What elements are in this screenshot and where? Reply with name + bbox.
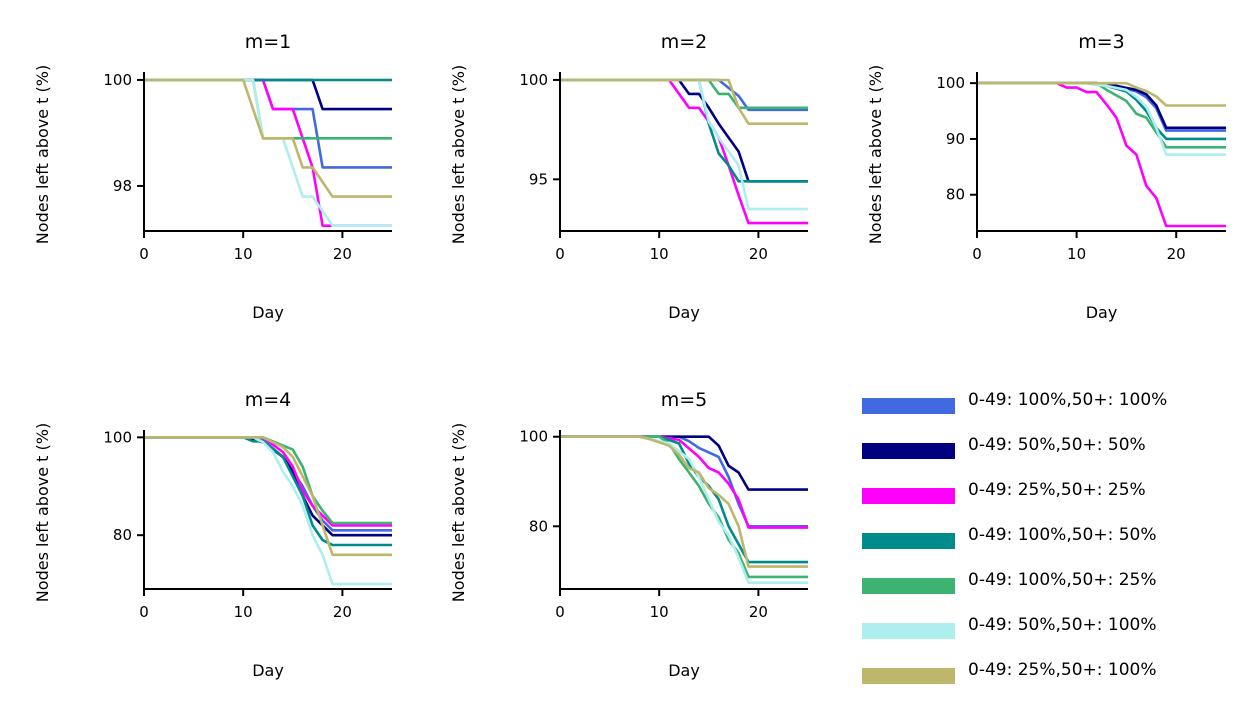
y-axis-label: Nodes left above t (%) bbox=[449, 65, 468, 244]
y-axis-label: Nodes left above t (%) bbox=[449, 423, 468, 602]
x-tick-label: 20 bbox=[333, 245, 352, 263]
series-line-5 bbox=[144, 435, 392, 525]
series-line-6 bbox=[144, 435, 392, 586]
series-line-6 bbox=[560, 78, 808, 211]
x-tick-label: 20 bbox=[333, 603, 352, 621]
x-tick-label: 20 bbox=[1167, 245, 1186, 263]
panel-m2: m=2 0 10 20 95 100 Day Nodes left above t (%) bbox=[449, 31, 808, 322]
x-axis-label: Day bbox=[1086, 303, 1118, 322]
series-line-3 bbox=[560, 435, 808, 529]
panel-title: m=2 bbox=[661, 31, 708, 53]
legend-item: 0-49: 25%,50+: 25% bbox=[862, 480, 1146, 504]
y-axis-label: Nodes left above t (%) bbox=[33, 65, 52, 244]
series-line-3 bbox=[560, 78, 808, 225]
series-line-1 bbox=[560, 78, 808, 112]
legend-label: 0-49: 25%,50+: 100% bbox=[968, 660, 1157, 680]
y-tick-label: 80 bbox=[529, 517, 548, 535]
panel-m4: m=4 0 10 20 80 100 Day Nodes left above t (%) bbox=[33, 389, 392, 680]
legend-item: 0-49: 50%,50+: 100% bbox=[862, 615, 1157, 639]
series-line-3 bbox=[144, 78, 392, 227]
panel-m5: m=5 0 10 20 80 100 Day Nodes left above t (%) bbox=[449, 389, 808, 680]
x-axis-label: Day bbox=[668, 661, 700, 680]
panel-m1: m=1 0 10 20 98 100 Day Nodes left above t (%) bbox=[33, 31, 392, 322]
panel-title: m=5 bbox=[661, 389, 708, 411]
panel-title: m=3 bbox=[1078, 31, 1125, 53]
legend-item: 0-49: 50%,50+: 50% bbox=[862, 435, 1146, 459]
x-tick-label: 10 bbox=[234, 603, 253, 621]
y-tick-label: 80 bbox=[113, 526, 132, 544]
series-line-2 bbox=[144, 435, 392, 537]
x-tick-label: 20 bbox=[749, 603, 768, 621]
legend-label: 0-49: 100%,50+: 100% bbox=[968, 390, 1167, 410]
y-tick-label: 90 bbox=[946, 130, 965, 148]
y-tick-label: 98 bbox=[113, 177, 132, 195]
legend-item: 0-49: 25%,50+: 100% bbox=[862, 660, 1157, 684]
series-line-4 bbox=[560, 78, 808, 183]
y-tick-label: 100 bbox=[519, 71, 548, 89]
legend: 0-49: 100%,50+: 100% 0-49: 50%,50+: 50% 0-… bbox=[862, 390, 1167, 684]
legend-label: 0-49: 50%,50+: 50% bbox=[968, 435, 1146, 455]
series-line-1 bbox=[977, 81, 1226, 132]
series-line-1 bbox=[560, 435, 808, 528]
x-tick-label: 0 bbox=[139, 245, 149, 263]
y-tick-label: 100 bbox=[519, 428, 548, 446]
x-tick-label: 10 bbox=[650, 603, 669, 621]
series-line-1 bbox=[144, 435, 392, 532]
x-axis-label: Day bbox=[252, 661, 284, 680]
x-axis-label: Day bbox=[668, 303, 700, 322]
x-tick-label: 20 bbox=[749, 245, 768, 263]
series-line-5 bbox=[560, 435, 808, 579]
series-line-2 bbox=[560, 78, 808, 183]
series-line-4 bbox=[144, 435, 392, 547]
series-line-5 bbox=[560, 78, 808, 110]
series-line-7 bbox=[977, 81, 1226, 107]
y-axis-label: Nodes left above t (%) bbox=[33, 423, 52, 602]
legend-label: 0-49: 100%,50+: 25% bbox=[968, 570, 1157, 590]
series-line-3 bbox=[144, 435, 392, 527]
legend-label: 0-49: 25%,50+: 25% bbox=[968, 480, 1146, 500]
y-axis-label: Nodes left above t (%) bbox=[866, 65, 885, 244]
legend-label: 0-49: 50%,50+: 100% bbox=[968, 615, 1157, 635]
panel-title: m=1 bbox=[245, 31, 292, 53]
x-tick-label: 0 bbox=[555, 245, 565, 263]
y-tick-label: 95 bbox=[529, 170, 548, 188]
x-tick-label: 0 bbox=[972, 245, 982, 263]
series-line-2 bbox=[560, 435, 808, 491]
y-tick-label: 80 bbox=[946, 186, 965, 204]
x-tick-label: 10 bbox=[1067, 245, 1086, 263]
x-tick-label: 0 bbox=[555, 603, 565, 621]
y-tick-label: 100 bbox=[103, 71, 132, 89]
legend-item: 0-49: 100%,50+: 25% bbox=[862, 570, 1157, 594]
legend-item: 0-49: 100%,50+: 50% bbox=[862, 525, 1157, 549]
panel-title: m=4 bbox=[245, 389, 292, 411]
y-tick-label: 100 bbox=[936, 74, 965, 92]
x-tick-label: 10 bbox=[234, 245, 253, 263]
series-line-3 bbox=[977, 81, 1226, 228]
series-line-7 bbox=[560, 78, 808, 125]
series-line-6 bbox=[144, 78, 392, 227]
legend-label: 0-49: 100%,50+: 50% bbox=[968, 525, 1157, 545]
series-line-6 bbox=[977, 81, 1226, 156]
series-line-7 bbox=[144, 435, 392, 557]
x-tick-label: 10 bbox=[650, 245, 669, 263]
y-tick-label: 100 bbox=[103, 428, 132, 446]
series-line-7 bbox=[144, 78, 392, 198]
x-axis-label: Day bbox=[252, 303, 284, 322]
series-line-7 bbox=[560, 435, 808, 568]
x-tick-label: 0 bbox=[139, 603, 149, 621]
legend-item: 0-49: 100%,50+: 100% bbox=[862, 390, 1167, 414]
panel-m3: m=3 0 10 20 80 90 100 Day Nodes left above t (%) bbox=[866, 31, 1226, 322]
